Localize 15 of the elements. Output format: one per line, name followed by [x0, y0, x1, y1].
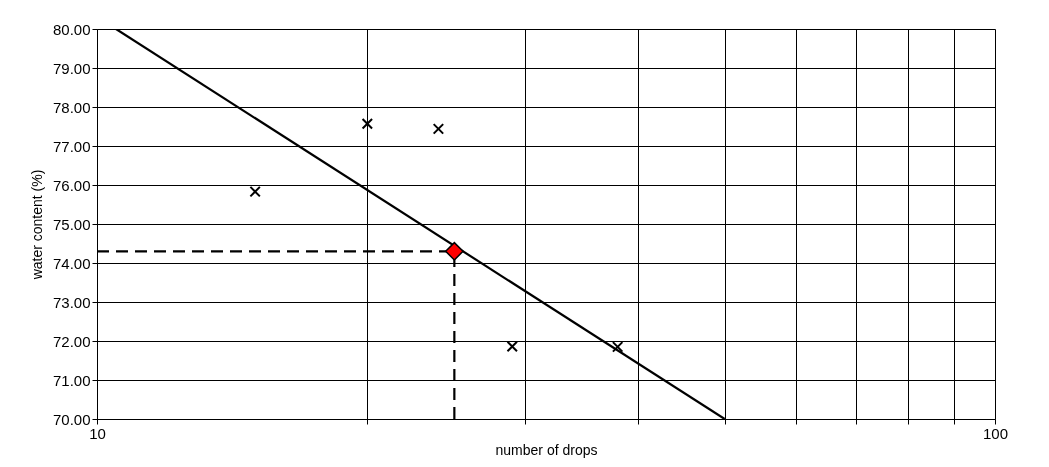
- x-axis-title: number of drops: [495, 441, 598, 458]
- y-tick-label: 72.00: [52, 332, 91, 350]
- y-tick-label: 70.00: [52, 410, 91, 428]
- y-tick-label: 71.00: [52, 371, 91, 389]
- x-tick-label: 10: [89, 424, 106, 442]
- y-tick-label: 73.00: [52, 293, 91, 311]
- y-tick-label: 77.00: [52, 137, 91, 155]
- y-tick-label: 76.00: [52, 176, 91, 194]
- y-tick-label: 74.00: [52, 254, 91, 272]
- y-tick-label: 80.00: [52, 20, 91, 38]
- y-axis-title: water content (%): [28, 169, 45, 281]
- y-tick-label: 75.00: [52, 215, 91, 233]
- y-tick-label: 79.00: [52, 59, 91, 77]
- y-tick-label: 78.00: [52, 98, 91, 116]
- x-tick-label: 100: [982, 424, 1009, 442]
